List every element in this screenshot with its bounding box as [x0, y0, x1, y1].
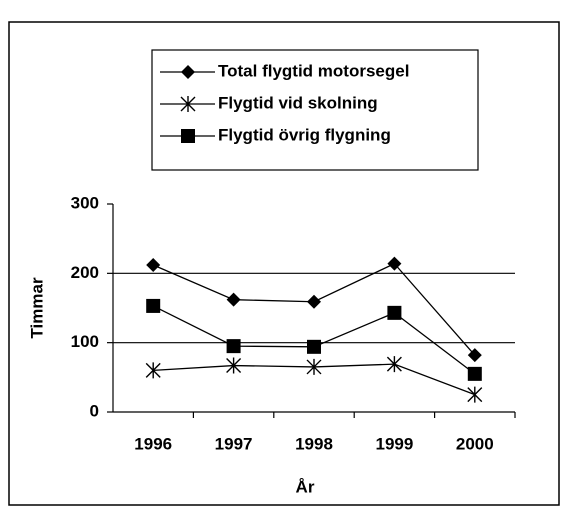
x-tick-label: 1998: [295, 434, 333, 453]
marker: [146, 258, 161, 273]
x-tick-label: 1999: [375, 434, 413, 453]
legend-label: Flygtid övrig flygning: [218, 125, 391, 144]
x-tick-label: 1997: [215, 434, 253, 453]
y-tick-label: 300: [71, 193, 99, 212]
y-tick-label: 200: [71, 263, 99, 282]
y-tick-label: 0: [90, 401, 99, 420]
marker: [307, 339, 321, 354]
marker: [307, 294, 321, 309]
chart-border: [8, 21, 560, 506]
legend-label: Total flygtid motorsegel: [218, 61, 409, 80]
marker: [467, 386, 483, 403]
x-tick-label: 2000: [456, 434, 494, 453]
y-axis-title: Timmar: [27, 277, 46, 338]
marker: [306, 358, 322, 375]
marker: [467, 366, 482, 381]
legend-label: Flygtid vid skolning: [218, 93, 378, 112]
legend-box: [151, 49, 479, 171]
marker: [226, 339, 241, 354]
marker: [386, 356, 402, 373]
x-axis-title: År: [296, 477, 315, 496]
legend-marker: [181, 129, 195, 143]
marker: [226, 357, 242, 374]
legend-marker: [180, 96, 196, 112]
y-tick-label: 100: [71, 332, 99, 351]
marker: [145, 362, 161, 379]
marker: [226, 292, 241, 307]
x-tick-label: 1996: [134, 434, 172, 453]
marker: [146, 298, 161, 313]
marker: [387, 305, 402, 320]
legend-marker: [181, 65, 195, 79]
marker: [467, 348, 482, 363]
marker: [387, 256, 402, 271]
